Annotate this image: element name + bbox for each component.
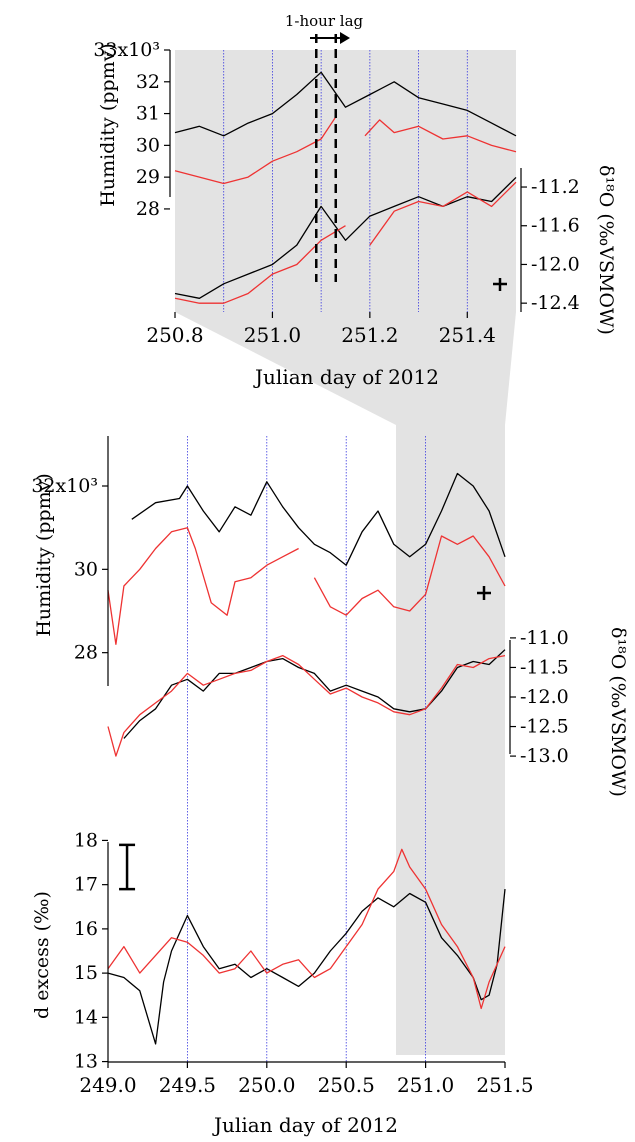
bottom-x-axis-tick-label: 250.0 — [238, 1073, 295, 1097]
bottom-panel-shade — [396, 425, 505, 1055]
d-excess-axis-tick-label: 18 — [74, 829, 98, 851]
d-excess-axis-tick-label: 15 — [74, 962, 98, 984]
top-right-axis-tick-label: -11.2 — [531, 176, 580, 198]
d_excess-series-red — [107, 848, 506, 1010]
d18O-error-bar — [477, 586, 491, 600]
top-error-bar — [493, 278, 507, 291]
d-excess-axis-tick-label: 16 — [74, 918, 98, 940]
top-x-axis-tick-label: 251.2 — [341, 323, 398, 347]
top-x-axis-tick-label: 251.0 — [244, 323, 301, 347]
bottom-x-axis-tick-label: 251.0 — [397, 1073, 454, 1097]
d_excess-series-black — [107, 889, 506, 1045]
humidity-series-black — [131, 472, 506, 566]
humidity-series-red — [107, 527, 506, 645]
d-excess-axis-tick-label: 17 — [74, 874, 98, 896]
top-x-axis-tick-label: 250.8 — [146, 323, 203, 347]
lag-arrow-head — [340, 32, 350, 44]
lag-annotation-label: 1-hour lag — [285, 12, 364, 30]
bottom-vertical-gridlines — [186, 436, 427, 1062]
bottom-x-axis-label: Julian day of 2012 — [212, 1113, 398, 1137]
top-x-axis-ticks: 250.8 251.0 251.2 251.4 — [146, 312, 496, 347]
top-right-axis-tick-label: -12.0 — [531, 253, 580, 275]
d-excess-axis-ticks: 18 17 16 15 14 13 — [74, 829, 108, 1073]
top-left-axis-tick-label: 32 — [136, 71, 160, 93]
top-right-axis-tick-label: -11.6 — [531, 215, 580, 237]
d-excess-error-bar — [119, 843, 136, 891]
top-left-axis-label: Humidity (ppmv) — [97, 43, 119, 206]
top-left-axis-tick-label: 30 — [136, 134, 160, 156]
top-left-axis-tick-label: 28 — [136, 198, 160, 220]
humidity-axis-tick-label: 30 — [74, 558, 98, 580]
d-excess-axis-tick-label: 13 — [74, 1051, 98, 1073]
d18O-axis-tick-label: -11.5 — [520, 656, 569, 678]
bottom-x-axis-ticks: 249.0 249.5 250.0 250.5 251.0 251.5 — [79, 1062, 534, 1097]
top-left-axis-ticks: 33x10³ 32 31 30 29 28 — [93, 39, 170, 220]
d18O-axis-tick-label: -12.0 — [520, 686, 569, 708]
top-series-left-black — [174, 71, 517, 137]
zoom-connector — [175, 312, 516, 425]
top-panel-shade — [175, 50, 516, 312]
top-right-axis-ticks: -11.2 -11.6 -12.0 -12.4 — [521, 176, 580, 314]
bottom-x-axis-tick-label: 251.5 — [476, 1073, 533, 1097]
top-right-axis-tick-label: -12.4 — [531, 292, 580, 314]
d18O-axis-ticks: -11.0 -11.5 -12.0 -12.5 -13.0 — [510, 627, 569, 767]
bottom-x-axis-tick-label: 250.5 — [318, 1073, 375, 1097]
bottom-x-axis-tick-label: 249.5 — [159, 1073, 216, 1097]
top-x-axis-label: Julian day of 2012 — [253, 365, 439, 389]
humidity-axis-tick-label: 32x10³ — [31, 475, 98, 497]
d-excess-axis-tick-label: 14 — [74, 1006, 98, 1028]
humidity-axis-tick-label: 28 — [74, 642, 98, 664]
d-excess-axis-label: d excess (‰) — [31, 891, 53, 1019]
d18O-axis-tick-label: -12.5 — [520, 716, 569, 738]
top-left-axis-tick-label: 33x10³ — [93, 39, 160, 61]
humidity-axis-label: Humidity (ppmv) — [33, 473, 55, 636]
d18O-series-black — [123, 649, 506, 739]
d18O-series-red — [107, 654, 506, 757]
d18O-axis-tick-label: -11.0 — [520, 627, 569, 649]
humidity-axis-ticks: 32x10³ 30 28 — [31, 475, 108, 664]
bottom-x-axis-tick-label: 249.0 — [79, 1073, 136, 1097]
bottom-series-group — [107, 472, 506, 1045]
top-series-right-black — [174, 176, 517, 299]
lag-annotation: 1-hour lag — [285, 12, 364, 44]
top-right-axis-label: δ¹⁸O (‰VSMOW) — [595, 165, 617, 335]
top-left-axis-tick-label: 29 — [136, 166, 160, 188]
d18O-axis-label: δ¹⁸O (‰VSMOW) — [607, 627, 629, 797]
top-left-axis-tick-label: 31 — [136, 103, 160, 125]
top-x-axis-tick-label: 251.4 — [439, 323, 496, 347]
d18O-axis-tick-label: -13.0 — [520, 745, 569, 767]
lag-markers — [315, 34, 338, 282]
